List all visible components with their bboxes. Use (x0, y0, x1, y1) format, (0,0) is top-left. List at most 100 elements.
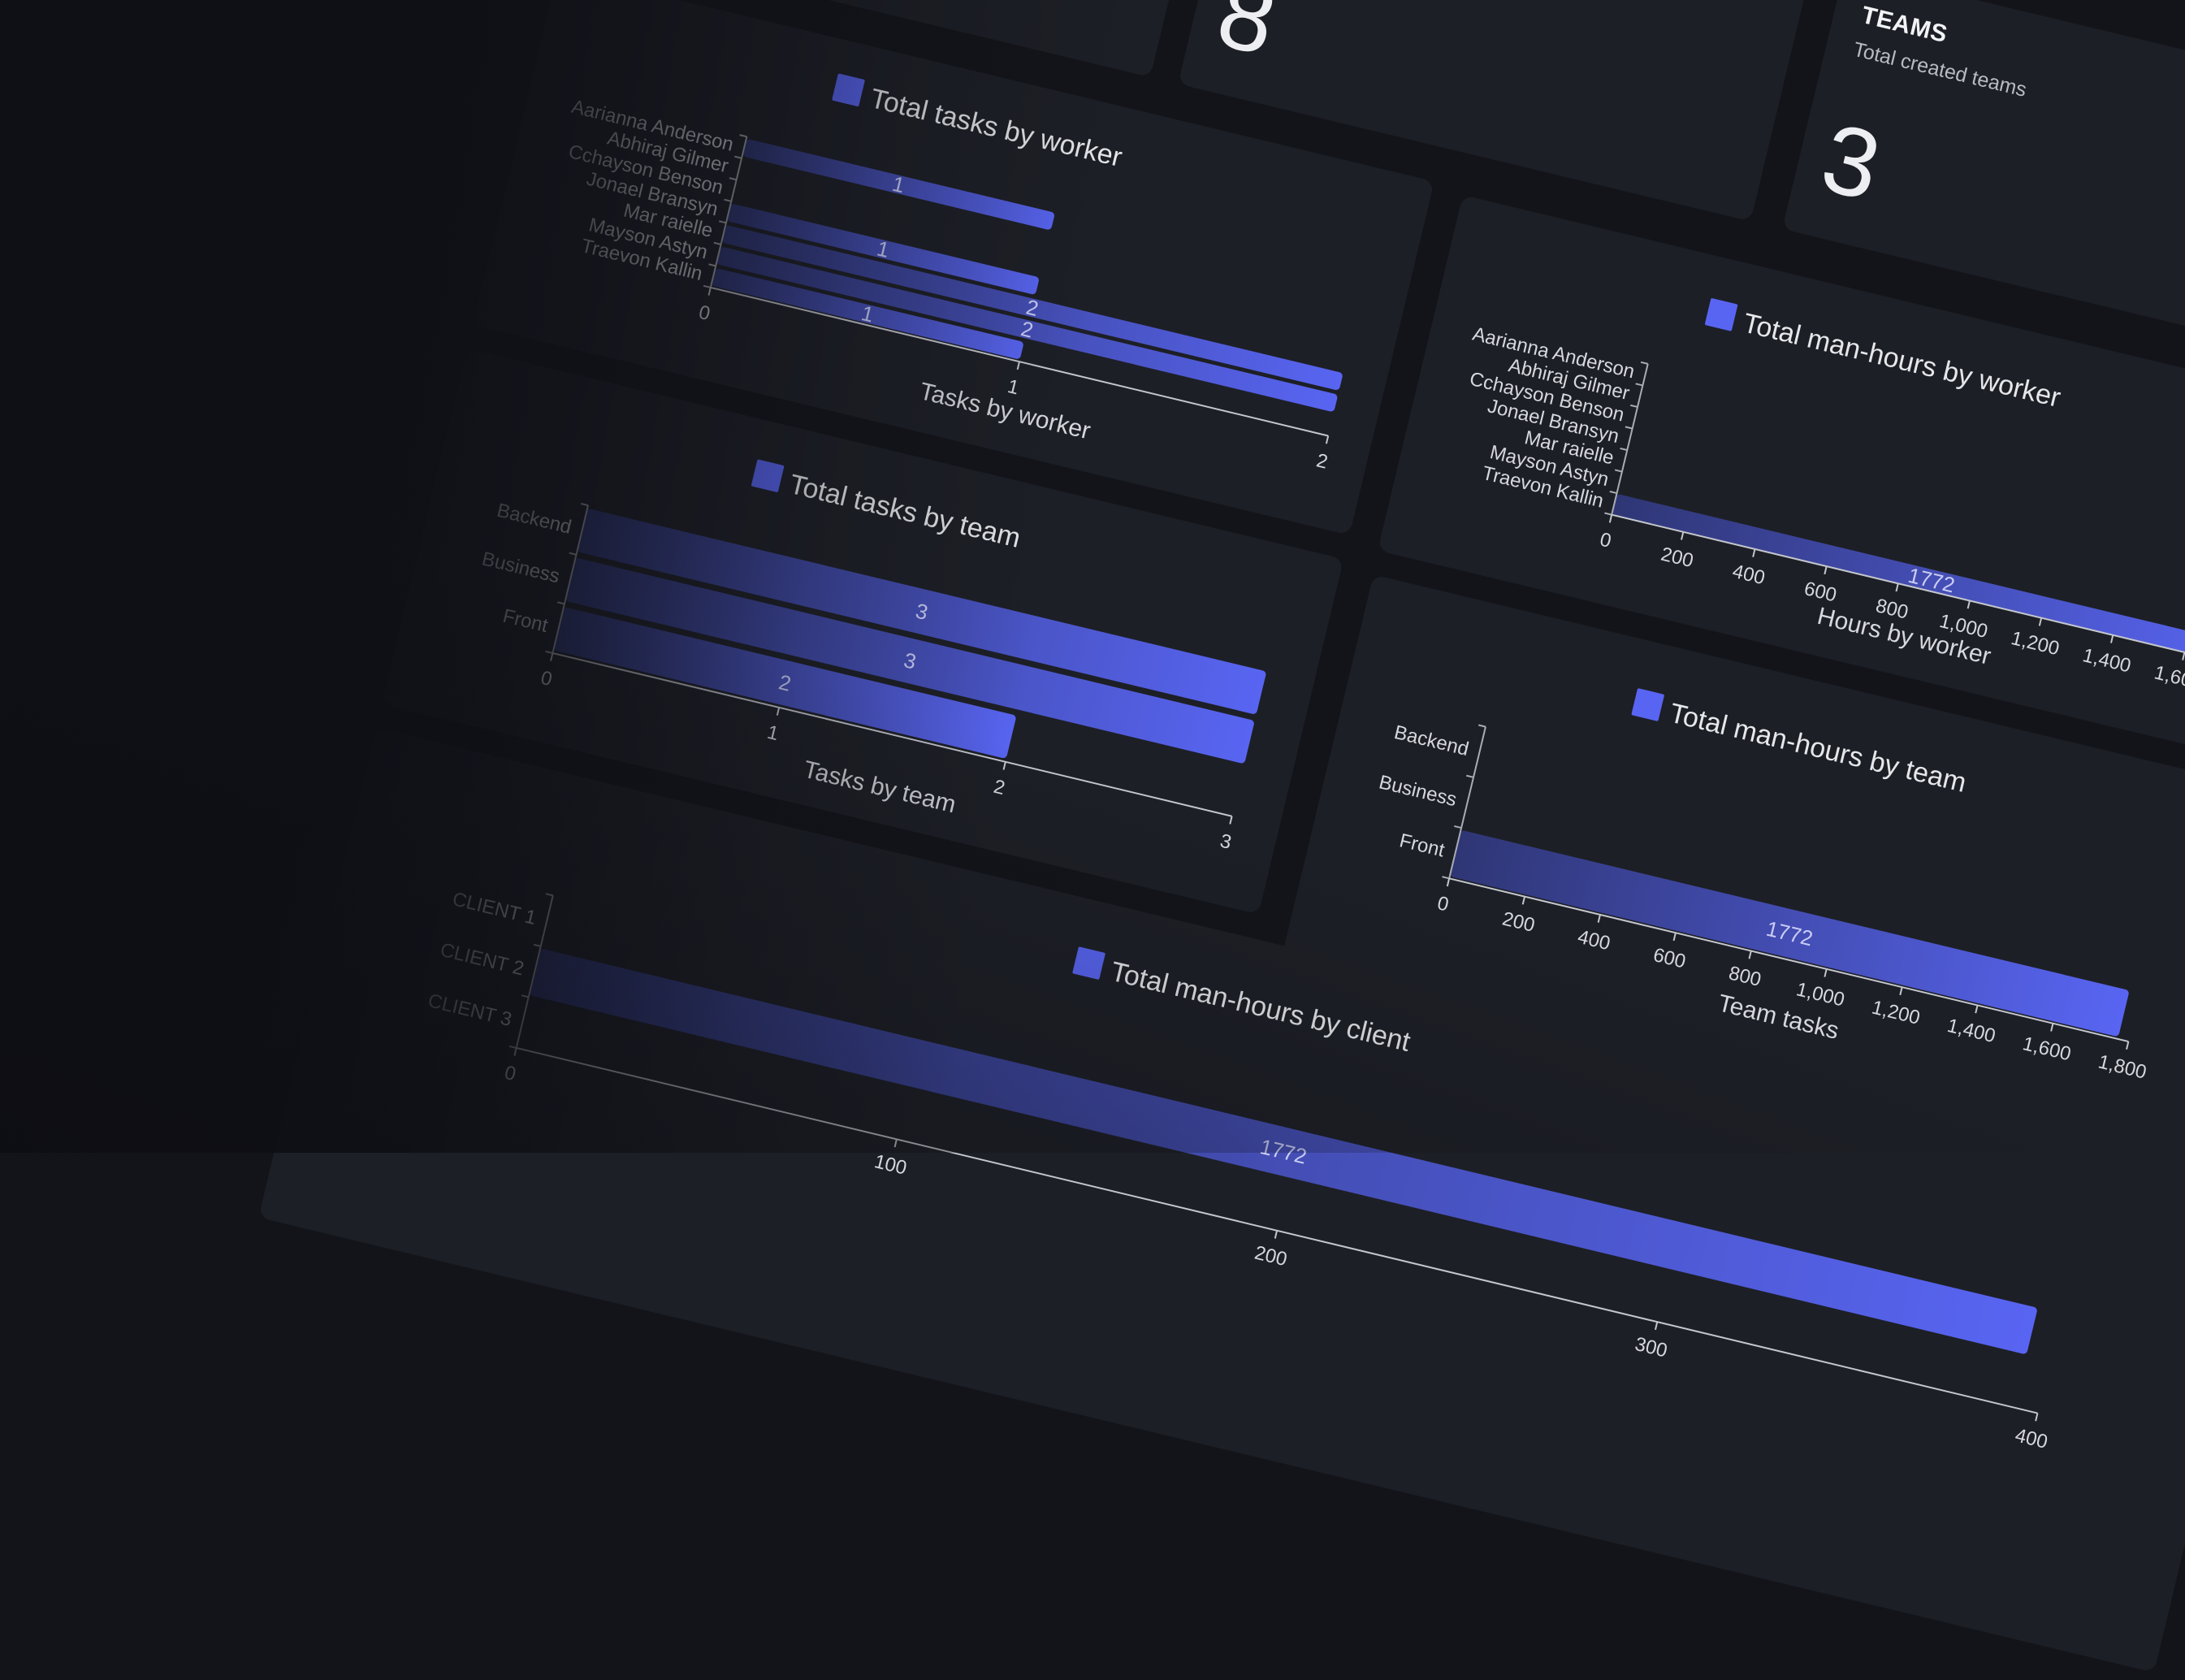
x-axis-tick (2050, 1023, 2054, 1032)
x-axis-tick-label: 600 (1651, 944, 1688, 973)
x-axis-tick (776, 707, 781, 716)
y-axis-label: Front (500, 605, 550, 637)
y-axis-label: CLIENT 3 (426, 989, 513, 1031)
x-axis-tick (1899, 986, 1903, 996)
y-axis-tick (739, 134, 747, 138)
teams-count: 3 (1811, 102, 1891, 222)
x-axis-tick-label: 0 (697, 301, 712, 325)
y-axis-tick (581, 503, 589, 507)
chart-title: Total tasks by team (786, 469, 1023, 554)
y-axis-label: CLIENT 2 (438, 939, 526, 981)
x-axis-tick-label: 2 (1314, 449, 1330, 473)
y-axis-tick (703, 284, 712, 288)
x-axis-tick (1608, 514, 1613, 523)
x-axis-tick (1824, 565, 1828, 575)
x-axis-title: Tasks by team (801, 756, 958, 819)
y-axis-tick (729, 177, 737, 181)
legend-swatch-icon (1631, 688, 1664, 721)
x-axis-tick-label: 300 (1633, 1333, 1669, 1362)
x-axis-tick-label: 1 (1006, 375, 1021, 399)
x-axis-tick (1016, 361, 1020, 370)
chart-title: Total man-hours by team (1667, 698, 1970, 799)
y-axis-label: Business (1377, 771, 1459, 811)
x-axis-tick (1681, 531, 1685, 540)
y-axis-tick (1614, 469, 1623, 473)
y-axis-tick (1604, 512, 1612, 516)
y-axis-label: CLIENT 1 (450, 888, 538, 929)
y-axis-label: Backend (495, 500, 573, 539)
y-axis-tick (1609, 491, 1617, 495)
y-axis-tick (545, 650, 553, 654)
x-axis-tick-label: 1 (765, 721, 781, 745)
x-axis-tick-label: 400 (1730, 561, 1767, 590)
x-axis-tick-label: 1,000 (1794, 978, 1847, 1011)
x-axis-tick-label: 1,800 (2096, 1051, 2148, 1084)
legend-swatch-icon (751, 459, 785, 492)
y-axis-tick (533, 943, 541, 947)
x-axis-tick (2126, 1041, 2130, 1050)
y-axis-label: Backend (1392, 721, 1471, 760)
x-axis-tick-label: 400 (1576, 926, 1612, 955)
y-axis-tick (718, 220, 727, 224)
x-axis-tick (1325, 435, 1330, 444)
x-axis-tick (707, 287, 712, 296)
x-axis-tick-label: 1,200 (2009, 627, 2062, 660)
x-axis-tick (1824, 968, 1828, 977)
x-axis-tick-label: 2 (992, 776, 1007, 799)
x-axis-tick-label: 200 (1253, 1242, 1289, 1271)
y-axis-tick (569, 552, 577, 556)
x-axis-tick (1446, 878, 1451, 887)
x-axis-tick (1521, 896, 1526, 905)
x-axis-tick (1895, 583, 1899, 592)
x-axis-tick-label: 1,600 (2153, 661, 2185, 694)
x-axis-tick (1752, 548, 1756, 557)
y-axis-tick (1640, 361, 1648, 365)
y-axis-tick (1466, 774, 1474, 778)
y-axis-tick (1454, 825, 1462, 829)
workers-count: 8 (1208, 0, 1287, 76)
x-axis-title: Tasks by worker (917, 378, 1093, 444)
y-axis-tick (1620, 447, 1628, 451)
x-axis-tick-label: 200 (1659, 543, 1695, 573)
x-axis-tick-label: 0 (539, 667, 554, 691)
y-axis-tick (1442, 876, 1450, 880)
x-axis-tick (2035, 1413, 2039, 1422)
x-axis-tick-label: 0 (1435, 892, 1451, 916)
x-axis-tick (1966, 600, 1971, 609)
x-axis-tick (1597, 914, 1601, 923)
x-axis-tick (1672, 932, 1677, 942)
x-axis-tick (513, 1047, 517, 1056)
legend-swatch-icon (832, 73, 865, 106)
y-axis-tick (724, 198, 732, 202)
x-axis-tick-label: 1,200 (1870, 997, 1923, 1029)
y-axis-tick (545, 893, 553, 897)
x-axis-tick (2182, 652, 2185, 660)
y-axis-label: Business (480, 548, 562, 587)
legend-swatch-icon (1072, 946, 1105, 980)
x-axis-tick-label: 800 (1727, 962, 1763, 991)
x-axis-tick-label: 1,400 (2080, 644, 2133, 677)
x-axis-tick (1975, 1005, 1979, 1014)
x-axis-tick-label: 0 (502, 1062, 517, 1085)
x-axis-tick (1654, 1321, 1659, 1331)
x-axis-tick-label: 1,600 (2021, 1033, 2074, 1065)
legend-swatch-icon (1705, 298, 1738, 331)
y-axis-tick (521, 994, 529, 998)
x-axis-tick (893, 1139, 898, 1148)
x-axis-tick (1002, 761, 1006, 770)
x-axis-tick (550, 652, 554, 661)
y-axis-tick (708, 263, 716, 267)
x-axis-tick (1274, 1230, 1279, 1239)
y-axis-tick (508, 1045, 517, 1049)
x-axis-tick (1229, 816, 1233, 825)
x-axis-tick (2038, 617, 2043, 626)
y-axis-label: Front (1397, 829, 1447, 861)
y-axis-tick (556, 601, 565, 605)
x-axis-tick (2109, 634, 2114, 643)
chart-title: Total man-hours by worker (1740, 308, 2063, 414)
chart-title: Total tasks by worker (868, 83, 1126, 173)
y-axis-tick (1625, 426, 1633, 430)
x-axis-tick (1748, 950, 1752, 959)
x-axis-tick-label: 1,400 (1945, 1015, 1998, 1047)
x-axis-tick-label: 100 (872, 1150, 909, 1180)
